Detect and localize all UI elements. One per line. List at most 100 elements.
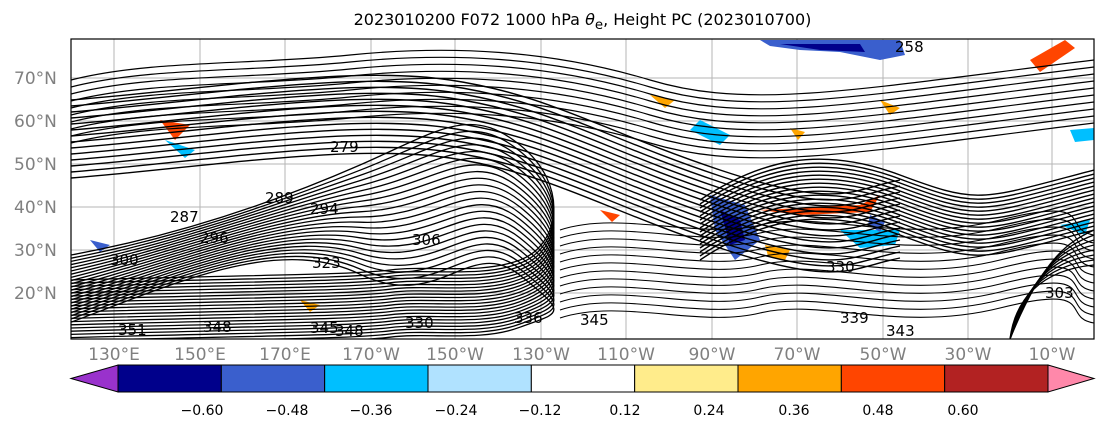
contour-line [559, 210, 1094, 236]
contour-label: 323 [312, 254, 341, 272]
contour-line [71, 86, 901, 207]
contour-label: 279 [330, 138, 359, 156]
contour-label: 348 [335, 322, 364, 340]
contour-labels: 279 287 289 294 296 300 306 323 330 339 … [110, 38, 1074, 340]
colorbar-tick-label: 0.24 [693, 403, 725, 419]
contour-line [71, 236, 555, 336]
contour-label: 306 [412, 231, 441, 249]
colorbar-swatch [427, 364, 532, 393]
colorbar-tick-label: −0.36 [349, 403, 393, 419]
contour-label: 289 [265, 189, 294, 207]
contour-line [71, 63, 1094, 110]
contour-line [559, 218, 1094, 244]
contour-line [71, 249, 555, 339]
contour-line [699, 190, 1094, 233]
contour-label: 330 [826, 258, 855, 276]
contour-line [71, 197, 555, 316]
contour-line [71, 230, 555, 332]
contour-line [699, 214, 1094, 257]
contour-line [559, 274, 1094, 300]
colorbar-tick-label: 0.36 [778, 403, 810, 419]
contour-line [559, 226, 1094, 252]
contour-line [699, 182, 1094, 225]
contour-line [71, 104, 901, 225]
contour-line [71, 243, 555, 339]
contour-label: 300 [110, 251, 139, 269]
contour-line [699, 186, 1094, 229]
contour-line [71, 128, 901, 249]
contour-line [699, 194, 1094, 237]
contour-line [71, 171, 555, 304]
lat-label: 40°N [14, 198, 57, 218]
contour-line [71, 255, 555, 339]
contour-label: 330 [405, 314, 434, 332]
contour-line [699, 210, 1094, 253]
lon-label: 170°E [259, 345, 311, 365]
contour-line [71, 184, 555, 310]
contour-line [71, 210, 555, 323]
contour-line [559, 290, 1094, 316]
contour-line [71, 112, 1094, 159]
contour-line [71, 217, 555, 326]
contour-line [559, 266, 1094, 292]
contour-line [71, 177, 555, 307]
contour-line [71, 98, 901, 219]
contour-line [699, 202, 1094, 245]
colorbar-extend-high [1047, 364, 1096, 393]
contour-label: 258 [895, 38, 924, 56]
contour-line [71, 110, 901, 231]
lat-label: 20°N [14, 284, 57, 304]
colorbar-tick-label: 0.60 [947, 403, 979, 419]
contour-line [559, 282, 1094, 308]
map-title: 2023010200 F072 1000 hPa θe, Height PC (… [353, 10, 812, 34]
contour-line [71, 77, 1094, 124]
contour-line [699, 162, 1094, 205]
contour-line [71, 134, 901, 255]
lon-label: 150°W [426, 345, 484, 365]
contour-line [559, 298, 1094, 324]
contour-label: 345 [580, 311, 609, 329]
colorbar-tick-label: 0.12 [609, 403, 641, 419]
colorbar-tick-label: −0.48 [265, 403, 309, 419]
contour-label: 343 [886, 322, 915, 340]
lon-label: 170°W [342, 345, 400, 365]
contour-line [71, 259, 555, 339]
contour-line [699, 198, 1094, 241]
colorbar-swatch [324, 364, 429, 393]
lon-label: 50°W [859, 345, 907, 365]
colorbar-swatch [117, 364, 222, 393]
contour-line [699, 206, 1094, 249]
contour-line [699, 178, 1094, 221]
contour-line [71, 157, 555, 297]
contour-line [71, 140, 901, 261]
lon-label: 130°W [512, 345, 570, 365]
colorbar-swatch [840, 364, 946, 393]
contour-line [71, 105, 1094, 152]
contour-line [71, 70, 1094, 117]
contour-line [699, 174, 1094, 217]
height-contours [71, 49, 1094, 339]
lon-label: 90°W [688, 345, 736, 365]
contour-line [71, 190, 555, 313]
contour-line [699, 166, 1094, 209]
contour-line [71, 122, 901, 243]
contour-line [1009, 229, 1094, 339]
colorbar-swatch [220, 364, 326, 393]
contour-line [71, 223, 555, 329]
contour-line [559, 258, 1094, 284]
lat-label: 60°N [14, 112, 57, 132]
contour-label: 296 [200, 229, 229, 247]
colorbar-swatch [634, 364, 739, 393]
colorbar-tick-label: −0.12 [518, 403, 562, 419]
map-frame [70, 38, 1095, 340]
contour-line [71, 56, 1094, 103]
lat-label: 50°N [14, 155, 57, 175]
contour-line [559, 234, 1094, 260]
contour-label: 351 [118, 321, 147, 339]
contour-label: 348 [203, 318, 232, 336]
contour-line [559, 250, 1094, 276]
lon-label: 10°W [1028, 345, 1076, 365]
lon-label: 110°W [597, 345, 655, 365]
contour-line [699, 170, 1094, 213]
